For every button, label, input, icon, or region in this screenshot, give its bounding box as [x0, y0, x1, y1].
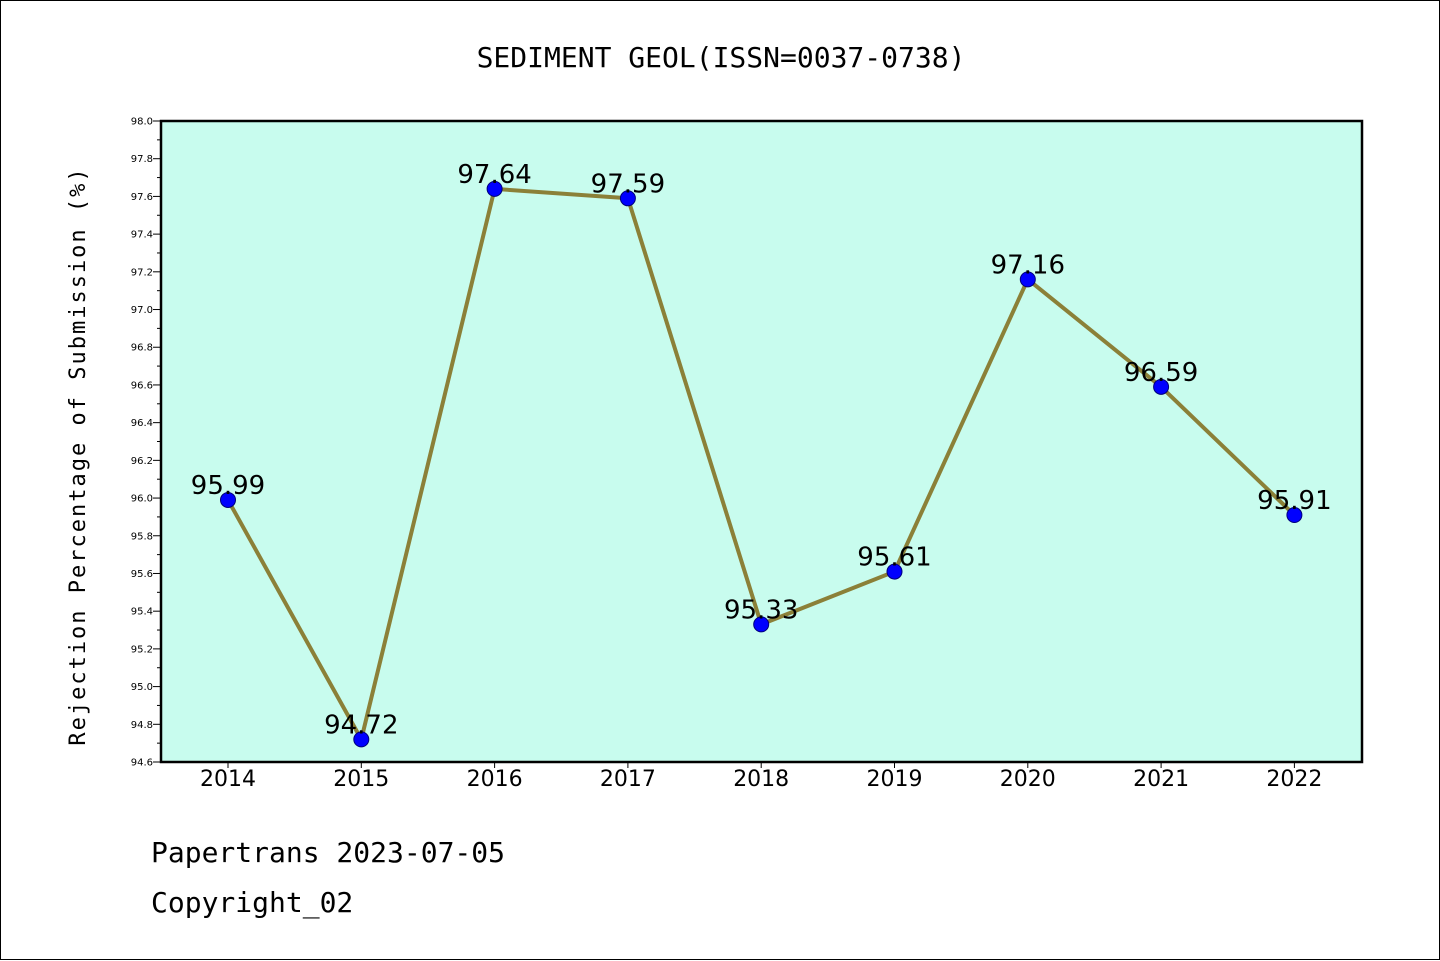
- data-point: [486, 180, 503, 197]
- data-labels: 95.99 94.72 97.64 97.59 95.33 95.61 97.16 96.59…: [191, 160, 1332, 741]
- data-point: [619, 190, 636, 207]
- data-label: 95.61: [857, 543, 931, 573]
- data-point: [1019, 271, 1036, 288]
- y-axis-label: Rejection Percentage of Submission (%): [66, 166, 91, 745]
- data-point: [353, 731, 370, 748]
- x-axis: 2014 2015 2016 2017 2018 2019 2020 2021 2022: [200, 762, 1322, 792]
- data-point: [1286, 507, 1303, 524]
- y-tick-label: 95.4: [131, 607, 153, 618]
- footer-copyright: Copyright_02: [151, 886, 354, 919]
- y-tick-label: 95.8: [131, 531, 153, 542]
- y-tick-label: 95.0: [131, 682, 153, 693]
- data-point: [220, 491, 236, 508]
- x-tick-label: 2016: [467, 767, 523, 792]
- data-point: [1153, 378, 1170, 395]
- data-label: 97.16: [991, 250, 1065, 280]
- y-axis: 94.6 94.8 95.0 95.2 95.4 95.6 95.8 96.0 96.2 96.4…: [131, 117, 161, 769]
- y-tick-label: 97.2: [131, 267, 153, 278]
- y-tick-label: 95.2: [131, 644, 153, 655]
- data-label: 95.99: [191, 471, 265, 501]
- y-tick-label: 96.4: [131, 418, 153, 429]
- y-tick-label: 96.2: [131, 456, 153, 467]
- chart-title: SEDIMENT GEOL(ISSN=0037-0738): [477, 41, 966, 74]
- x-tick-label: 2021: [1133, 767, 1189, 792]
- data-point: [753, 616, 770, 633]
- data-markers: [220, 180, 1303, 748]
- x-tick-label: 2015: [333, 767, 389, 792]
- plot-area: [159, 119, 1364, 764]
- data-label: 94.72: [324, 710, 398, 740]
- x-tick-label: 2019: [867, 767, 923, 792]
- y-tick-label: 96.0: [131, 494, 153, 505]
- y-tick-label: 96.8: [131, 343, 153, 354]
- x-tick-label: 2017: [600, 767, 656, 792]
- y-tick-label: 94.6: [131, 758, 153, 769]
- y-tick-label: 95.6: [131, 569, 153, 580]
- data-label: 96.59: [1124, 358, 1198, 388]
- y-tick-label: 94.8: [131, 720, 153, 731]
- data-label: 97.64: [457, 160, 531, 190]
- data-label: 95.91: [1257, 486, 1331, 516]
- y-tick-label: 97.6: [131, 192, 153, 203]
- data-point: [886, 563, 903, 580]
- y-tick-label: 97.0: [131, 305, 153, 316]
- y-tick-label: 96.6: [131, 380, 153, 391]
- data-label: 95.33: [724, 595, 798, 625]
- x-tick-label: 2022: [1266, 767, 1322, 792]
- x-tick-label: 2020: [1000, 767, 1056, 792]
- x-tick-label: 2018: [733, 767, 789, 792]
- y-tick-label: 97.4: [131, 230, 153, 241]
- footer-credit: Papertrans 2023-07-05: [151, 836, 506, 869]
- data-label: 97.59: [591, 169, 665, 199]
- y-tick-label: 97.8: [131, 154, 153, 165]
- x-tick-label: 2014: [200, 767, 256, 792]
- y-tick-label: 98.0: [131, 117, 153, 128]
